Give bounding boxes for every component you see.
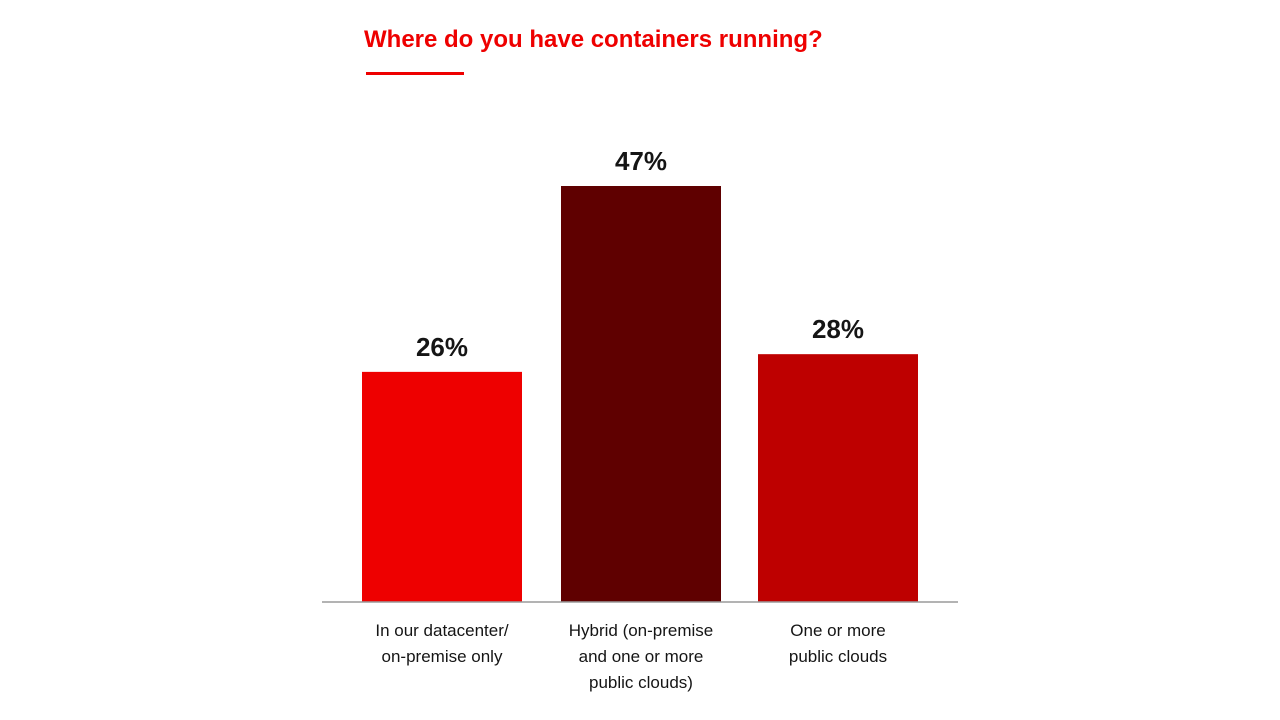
- category-label-3: One or more public clouds: [738, 618, 938, 670]
- bar-3: [758, 354, 918, 602]
- data-label-3: 28%: [812, 314, 864, 344]
- category-label-line: In our datacenter/: [375, 621, 509, 640]
- category-label-line: public clouds: [788, 647, 888, 666]
- category-label-line: Hybrid (on-premise: [568, 621, 714, 640]
- chart-title: Where do you have containers running?: [364, 26, 823, 53]
- bar-1: [362, 371, 522, 602]
- category-label-line: and one or more: [578, 647, 704, 666]
- data-label-2: 47%: [615, 146, 667, 176]
- category-label-line: One or more: [790, 621, 886, 640]
- category-label-2: Hybrid (on-premise and one or more public …: [541, 618, 741, 696]
- category-label-1: In our datacenter/on-premise only: [342, 618, 542, 670]
- title-underline: [366, 72, 464, 75]
- bar-2: [561, 186, 721, 602]
- category-label-line: on-premise only: [381, 647, 503, 666]
- category-label-line: public clouds): [589, 673, 693, 692]
- data-label-1: 26%: [416, 332, 468, 362]
